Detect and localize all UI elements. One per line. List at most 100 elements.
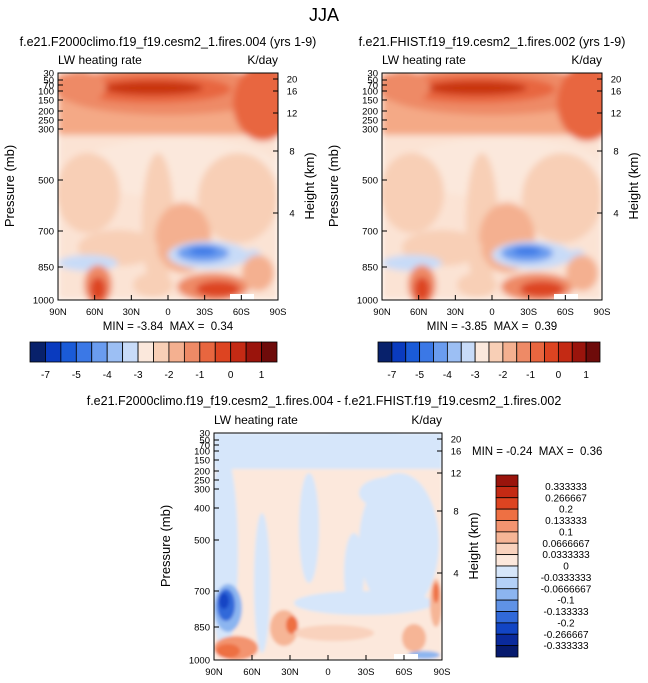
colorbar-swatch <box>199 341 216 363</box>
colorbar-swatch <box>495 645 519 658</box>
colorbar-label: 0 <box>563 562 569 573</box>
colorbar-swatch <box>502 341 518 363</box>
colorbar-label: -1 <box>195 370 204 381</box>
tick-label: 30 <box>43 69 54 80</box>
colorbar-swatch <box>530 341 545 363</box>
panel-1-ylabel-right: Height (km) <box>302 152 317 219</box>
colorbar-swatch <box>585 341 601 363</box>
tick-label: 90S <box>594 307 611 318</box>
colorbar-swatch <box>495 474 519 487</box>
colorbar-swatch <box>29 341 46 363</box>
panel-3-ylabel-right: Height (km) <box>466 512 481 579</box>
panel-1-stats: MIN = -3.84 MAX = 0.34 <box>103 321 234 333</box>
panel-2-title: f.e21.FHIST.f19_f19.cesm2_1.fires.002 (y… <box>359 35 626 49</box>
colorbar-swatch <box>495 565 519 578</box>
colorbar-swatch <box>245 341 262 363</box>
tick-label: 0 <box>489 307 494 318</box>
tick-label: 60N <box>86 307 104 318</box>
colorbar-swatch <box>405 341 421 363</box>
tick-label: 850 <box>362 263 378 274</box>
tick-label: 250 <box>194 476 210 487</box>
colorbar-label: 1 <box>583 370 589 381</box>
colorbar-label: -0.1 <box>557 596 575 607</box>
colorbar-swatch <box>230 341 247 363</box>
tick-label: 60N <box>410 307 428 318</box>
colorbar-label: -0.133333 <box>543 607 588 618</box>
colorbar-swatch <box>495 622 519 635</box>
tick-label: 60S <box>396 667 413 678</box>
colorbar-swatch <box>460 341 476 363</box>
tick-label: 8 <box>289 147 294 158</box>
tick-label: 30S <box>358 667 375 678</box>
tick-label: 1000 <box>189 656 210 667</box>
panel-2-left-label: LW heating rate <box>382 53 466 67</box>
tick-label: 400 <box>194 504 210 515</box>
tick-label: 20 <box>611 75 622 86</box>
tick-label: 150 <box>38 96 54 107</box>
tick-label: 90N <box>49 307 67 318</box>
colorbar-swatch <box>91 341 108 363</box>
colorbar-label: 0.266667 <box>545 493 587 504</box>
panel-3-left-label: LW heating rate <box>214 413 298 427</box>
tick-label: 50 <box>367 76 378 87</box>
colorbar-swatch <box>495 611 519 624</box>
colorbar-swatch <box>183 341 201 363</box>
colorbar-label: -0.333333 <box>543 641 588 652</box>
colorbar-swatch <box>168 341 185 363</box>
tick-label: 4 <box>289 209 294 220</box>
panel-1-ylabel: Pressure (mb) <box>2 145 17 227</box>
colorbar-swatch <box>214 341 232 363</box>
colorbar-swatch <box>495 588 519 601</box>
tick-label: 500 <box>194 536 210 547</box>
tick-label: 1000 <box>33 296 54 307</box>
tick-label: 30 <box>199 429 210 440</box>
colorbar-swatch <box>419 341 434 363</box>
panel-3-ylabel: Pressure (mb) <box>158 505 173 587</box>
tick-label: 100 <box>38 87 54 98</box>
panel-3: f.e21.F2000climo.f19_f19.cesm2_1.fires.0… <box>87 394 603 678</box>
panel-2: f.e21.FHIST.f19_f19.cesm2_1.fires.002 (y… <box>326 35 641 381</box>
tick-label: 30S <box>196 307 213 318</box>
tick-label: 8 <box>453 507 458 518</box>
colorbar-swatch <box>495 531 519 544</box>
colorbar-label: -7 <box>387 370 396 381</box>
tick-label: 150 <box>362 96 378 107</box>
tick-label: 30S <box>520 307 537 318</box>
colorbar-swatch <box>261 341 278 363</box>
colorbar-swatch <box>495 599 519 612</box>
tick-label: 60S <box>233 307 250 318</box>
tick-label: 90S <box>270 307 287 318</box>
colorbar-label: -4 <box>103 370 112 381</box>
tick-label: 1000 <box>357 296 378 307</box>
colorbar-swatch <box>433 341 448 363</box>
colorbar-swatch <box>571 341 587 363</box>
panel-3-title: f.e21.F2000climo.f19_f19.cesm2_1.fires.0… <box>87 394 562 408</box>
tick-label: 90N <box>205 667 223 678</box>
panel-1-plot-area <box>57 72 279 301</box>
panel-3-colorbar: 0.3333330.2666670.20.1333330.10.06666670… <box>495 474 592 658</box>
tick-label: 700 <box>362 227 378 238</box>
panel-2-x-ticks: 90N 60N 30N 0 30S 60S 90S <box>373 295 610 318</box>
colorbar-label: -5 <box>72 370 81 381</box>
tick-label: 12 <box>287 109 298 120</box>
colorbar-label: -0.266667 <box>543 630 588 641</box>
panel-2-plot-area <box>381 72 603 301</box>
colorbar-swatch <box>45 341 62 363</box>
figure-title: JJA <box>309 5 339 25</box>
tick-label: 16 <box>451 447 462 458</box>
colorbar-label: 0 <box>556 370 562 381</box>
colorbar-label: -1 <box>526 370 535 381</box>
colorbar-label: 0.0666667 <box>542 539 590 550</box>
tick-label: 700 <box>194 587 210 598</box>
tick-label: 50 <box>43 76 54 87</box>
colorbar-label: -2 <box>164 370 173 381</box>
panel-3-stats: MIN = -0.24 MAX = 0.36 <box>472 446 602 458</box>
colorbar-label: -0.0666667 <box>541 584 592 595</box>
tick-label: 20 <box>287 75 298 86</box>
colorbar-label: -7 <box>41 370 50 381</box>
